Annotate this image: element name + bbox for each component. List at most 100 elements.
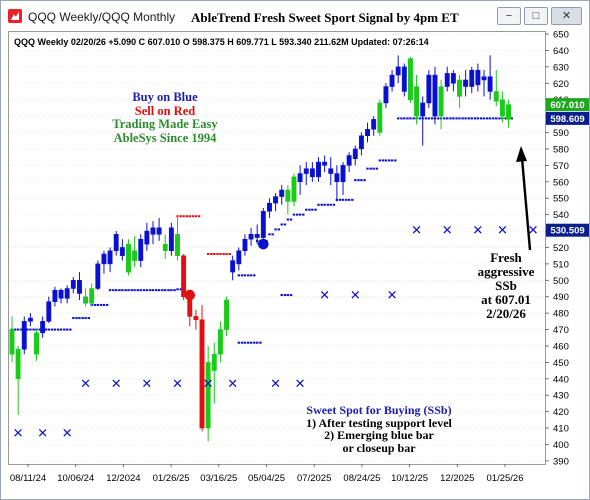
stop-dot xyxy=(498,117,501,120)
stop-dot xyxy=(136,289,139,292)
target-x-marker: ✕ xyxy=(37,427,48,442)
price-bar xyxy=(156,227,162,235)
stop-dot xyxy=(246,341,250,344)
price-bar xyxy=(267,202,272,212)
y-tick-label: 490 xyxy=(553,292,569,303)
arrow-head xyxy=(516,146,527,162)
y-tick-label: 540 xyxy=(553,210,569,221)
price-label: 530.509 xyxy=(550,226,584,237)
stop-dot xyxy=(237,341,241,344)
stop-dot xyxy=(191,215,195,218)
stop-dot xyxy=(271,233,274,236)
minimize-button[interactable]: − xyxy=(497,7,521,25)
signal-dot xyxy=(184,289,196,301)
stop-dot xyxy=(467,117,471,120)
x-tick-label: 05/04/25 xyxy=(248,473,285,484)
price-bar xyxy=(89,288,95,304)
target-x-marker: ✕ xyxy=(411,224,422,239)
stop-dot xyxy=(473,117,477,120)
price-bar xyxy=(506,104,511,120)
price-bar xyxy=(168,227,174,251)
target-x-marker: ✕ xyxy=(111,377,122,392)
price-bar xyxy=(334,173,340,183)
stop-dot xyxy=(139,289,142,292)
stop-dot xyxy=(108,289,112,292)
price-bar xyxy=(457,79,462,97)
stop-dot xyxy=(482,117,486,120)
annotation-line: at 607.01 xyxy=(481,292,531,307)
price-bar xyxy=(389,74,395,87)
legend-since-text: AbleSys Since 1994 xyxy=(113,130,217,145)
price-bar xyxy=(303,168,309,174)
minimize-icon: − xyxy=(505,9,513,22)
stop-dot xyxy=(305,208,308,211)
stop-dot xyxy=(412,117,415,120)
y-tick-label: 400 xyxy=(553,440,569,451)
x-tick-label: 08/11/24 xyxy=(10,473,46,484)
y-tick-label: 440 xyxy=(553,374,569,385)
target-x-marker: ✕ xyxy=(172,377,183,392)
title-bar[interactable]: QQQ Weekly/QQQ Monthly AbleTrend Fresh S… xyxy=(1,1,589,31)
stop-dot xyxy=(381,159,385,162)
price-bar xyxy=(254,234,260,238)
stop-dot xyxy=(182,215,185,218)
stop-dot xyxy=(427,117,431,120)
stop-dot xyxy=(357,179,360,182)
close-button[interactable]: ✕ xyxy=(551,7,582,25)
stop-dot xyxy=(400,117,403,120)
fresh-signal-arrow xyxy=(520,157,532,251)
stop-dot xyxy=(127,289,130,292)
y-tick-label: 470 xyxy=(553,325,569,336)
stop-dot xyxy=(488,117,492,120)
stop-dot xyxy=(206,253,210,256)
price-bar xyxy=(205,362,211,429)
price-bar xyxy=(217,329,223,355)
stop-dot xyxy=(409,117,412,120)
stop-dot xyxy=(311,208,314,211)
plot-area[interactable] xyxy=(8,31,546,465)
price-bar xyxy=(377,102,383,133)
target-x-marker: ✕ xyxy=(270,377,281,392)
stop-dot xyxy=(253,341,256,344)
stop-dot xyxy=(317,203,320,206)
y-tick-label: 550 xyxy=(553,194,569,205)
price-bar xyxy=(365,128,370,137)
stop-dot xyxy=(50,328,54,331)
stop-dot xyxy=(345,198,348,201)
target-x-marker: ✕ xyxy=(528,224,539,239)
price-bar xyxy=(193,316,199,320)
y-tick-label: 410 xyxy=(553,424,569,435)
y-tick-label: 480 xyxy=(553,309,569,320)
annotation-line: SSb xyxy=(495,278,517,293)
stop-dot xyxy=(390,159,394,162)
price-bar xyxy=(438,86,444,117)
price-bar xyxy=(248,234,254,240)
stop-dot xyxy=(93,303,97,306)
stop-dot xyxy=(102,303,106,306)
price-bar xyxy=(52,289,58,302)
price-bar xyxy=(138,239,144,261)
chart-legend: Buy on Blue Sell on Red Trading Made Eas… xyxy=(90,90,240,145)
stop-dot xyxy=(112,289,115,292)
maximize-button[interactable]: □ xyxy=(524,7,548,25)
stop-dot xyxy=(222,253,225,256)
price-bar xyxy=(469,69,475,87)
ohlc-info-bar: QQQ Weekly 02/20/26 +5.090 C 607.010 O 5… xyxy=(14,37,429,47)
stop-dot xyxy=(277,228,280,231)
x-tick-label: 08/24/25 xyxy=(343,473,380,484)
stop-dot xyxy=(176,288,179,291)
y-tick-label: 590 xyxy=(553,128,569,139)
x-tick-label: 03/16/25 xyxy=(200,473,237,484)
stop-dot xyxy=(197,215,201,218)
stop-dot xyxy=(338,198,342,201)
target-x-marker: ✕ xyxy=(442,224,453,239)
y-tick-label: 640 xyxy=(553,46,569,57)
stop-dot xyxy=(99,303,103,306)
price-bar xyxy=(101,253,107,265)
sweet-spot-line: or closeup bar xyxy=(342,440,416,455)
stop-dot xyxy=(394,159,397,162)
price-bar xyxy=(144,230,150,245)
stop-dot xyxy=(347,198,351,201)
stop-dot xyxy=(249,341,253,344)
stop-dot xyxy=(298,213,302,216)
